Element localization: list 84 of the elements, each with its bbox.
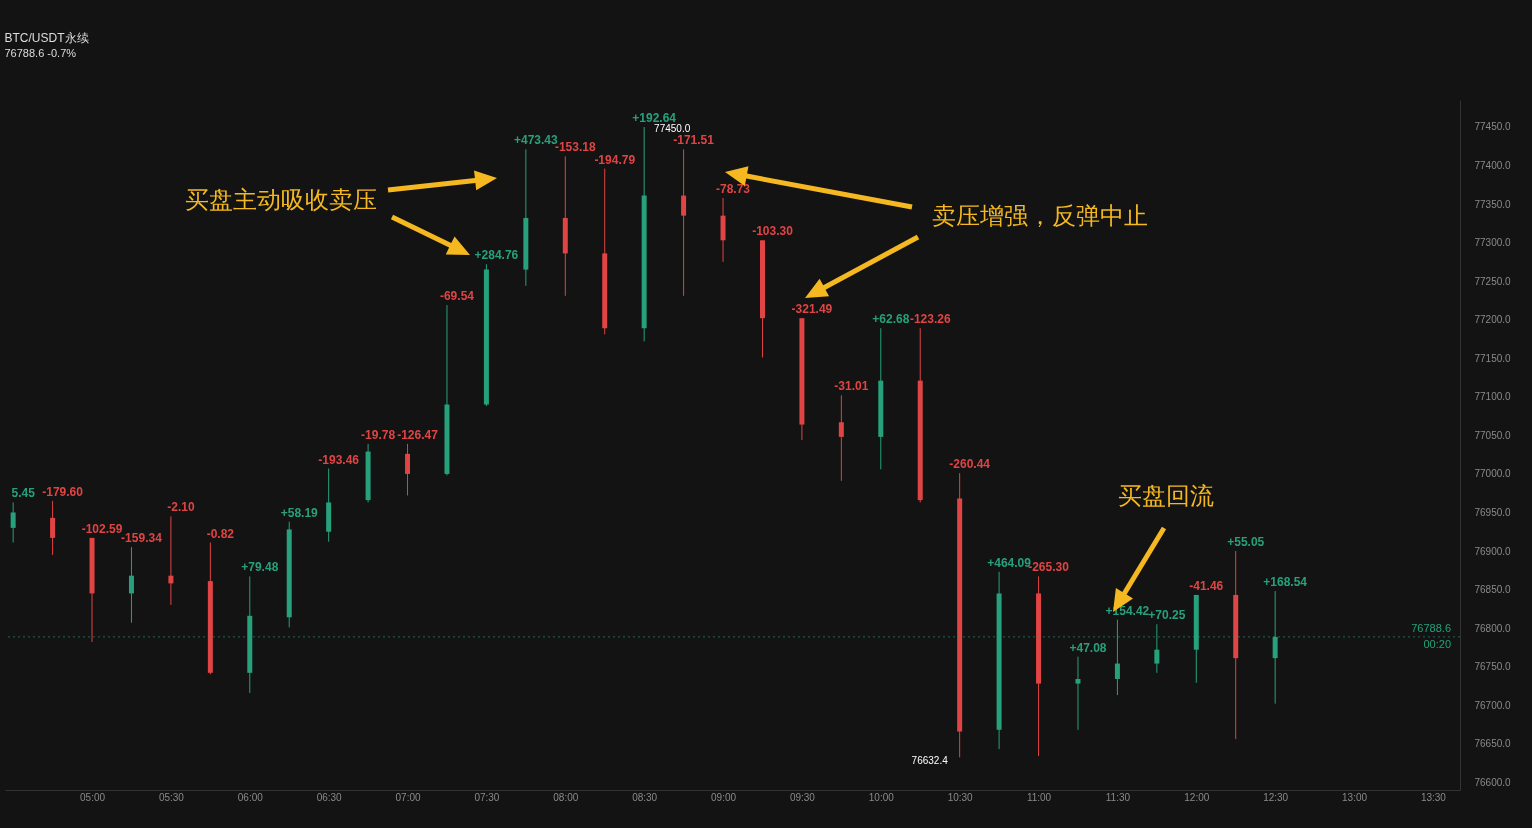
y-tick-label: 76900.0 [1474, 545, 1512, 557]
y-tick-label: 76850.0 [1474, 584, 1512, 596]
x-tick-label: 07:00 [395, 791, 421, 803]
y-tick-label: 77250.0 [1474, 275, 1512, 287]
x-tick-label: 09:00 [711, 791, 737, 803]
text: -0.82 [206, 526, 235, 541]
candlestick [1272, 590, 1278, 705]
candlestick [1114, 619, 1120, 696]
ref-line-label: 76788.6 [1411, 621, 1451, 634]
y-tick-label: 76950.0 [1474, 506, 1512, 518]
x-tick-label: 10:00 [868, 791, 895, 803]
y-tick-label: 77000.0 [1474, 468, 1512, 480]
text: -103.30 [752, 224, 793, 239]
text: -31.01 [834, 379, 869, 394]
text: -19.78 [361, 427, 396, 442]
text: -41.46 [1189, 578, 1224, 593]
text: -179.60 [42, 484, 83, 499]
text: +168.54 [1263, 575, 1308, 590]
y-tick-label: 77450.0 [1474, 121, 1512, 133]
annotation: 买盘主动吸收卖压 [185, 186, 377, 214]
x-tick-label: 12:30 [1263, 791, 1289, 803]
y-tick-label: 76600.0 [1474, 776, 1512, 788]
chart-subtitle: 76788.6 -0.7% [4, 47, 77, 59]
text: -2.10 [167, 500, 195, 515]
y-tick-label: 77050.0 [1474, 429, 1512, 441]
x-tick-label: 08:30 [632, 791, 658, 803]
x-tick-label: 07:30 [474, 791, 500, 803]
x-tick-label: 05:30 [158, 791, 185, 803]
candlestick [50, 500, 56, 556]
x-tick-label: 13:30 [1420, 791, 1447, 803]
annotation: 买盘回流 [1118, 482, 1214, 510]
text: -194.79 [594, 152, 636, 167]
x-tick-label: 05:00 [80, 791, 106, 803]
y-tick-label: 77150.0 [1474, 352, 1512, 364]
text: +79.48 [241, 560, 279, 575]
text: -69.54 [439, 289, 474, 304]
text: -171.51 [673, 133, 714, 148]
candlestick [1154, 623, 1160, 674]
candlestick [1075, 656, 1081, 731]
text: +58.19 [280, 505, 318, 520]
text: -126.47 [397, 427, 438, 442]
text: +47.08 [1069, 640, 1107, 655]
candlestick [405, 443, 411, 496]
x-tick-label: 06:30 [316, 791, 343, 803]
y-tick-label: 77100.0 [1474, 391, 1512, 403]
candlestick [10, 501, 16, 544]
text: +192.64 [632, 110, 677, 125]
text: -102.59 [81, 521, 123, 536]
y-tick-label: 76750.0 [1474, 661, 1512, 673]
y-tick-label: 77300.0 [1474, 237, 1512, 249]
y-tick-label: 77400.0 [1474, 160, 1512, 172]
x-tick-label: 11:00 [1026, 791, 1052, 803]
text: -123.26 [909, 312, 951, 327]
text: -321.49 [791, 302, 833, 317]
y-tick-label: 76800.0 [1474, 622, 1512, 634]
text: +62.68 [872, 312, 910, 327]
x-tick-label: 12:00 [1184, 791, 1210, 803]
text: -78.73 [716, 181, 751, 196]
y-tick-label: 77350.0 [1474, 198, 1512, 210]
annotation: 76632.4 [911, 755, 949, 767]
text: -159.34 [121, 531, 162, 546]
annotation: 卖压增强，反弹中止 [932, 202, 1148, 230]
text: 5.45 [11, 486, 35, 501]
x-tick-label: 13:00 [1342, 791, 1368, 803]
candlestick [681, 148, 687, 297]
text: +70.25 [1148, 608, 1186, 623]
text: -260.44 [949, 457, 991, 472]
x-tick-label: 09:30 [789, 791, 816, 803]
annotation: 77450.0 [654, 122, 691, 134]
chart-title: BTC/USDT永续 [4, 31, 89, 45]
y-tick-label: 76700.0 [1474, 699, 1512, 711]
candlestick [838, 394, 844, 482]
x-tick-label: 11:30 [1105, 791, 1131, 803]
text: -193.46 [318, 452, 360, 467]
text: +55.05 [1227, 535, 1265, 550]
candlestick [168, 515, 174, 606]
annotation: 00:20 [1423, 637, 1451, 650]
text: +284.76 [474, 248, 519, 263]
x-tick-label: 06:00 [237, 791, 264, 803]
candlestick [128, 546, 134, 624]
y-tick-label: 77200.0 [1474, 314, 1512, 326]
x-tick-label: 10:30 [947, 791, 974, 803]
x-tick-label: 08:00 [553, 791, 579, 803]
y-tick-label: 76650.0 [1474, 738, 1512, 750]
